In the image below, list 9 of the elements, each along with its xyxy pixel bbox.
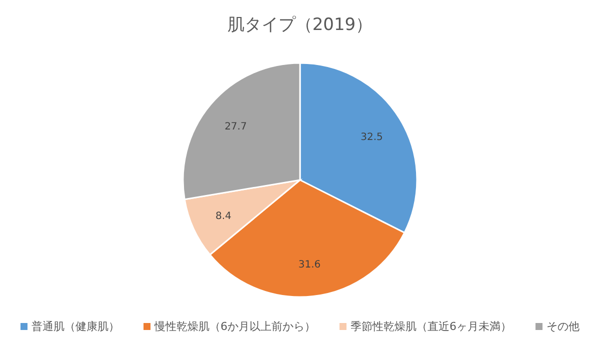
data-label: 31.6: [298, 260, 321, 271]
legend-label: 慢性乾燥肌（6か月以上前から）: [154, 320, 316, 333]
data-label: 27.7: [224, 122, 247, 133]
data-label: 8.4: [215, 211, 232, 222]
legend-label: 普通肌（健康肌）: [32, 320, 120, 333]
legend-label: 季節性乾燥肌（直近6ヶ月未満）: [350, 320, 512, 333]
chart-title: 肌タイプ（2019）: [227, 15, 373, 35]
legend-label: その他: [546, 320, 580, 333]
data-label: 32.5: [360, 132, 383, 143]
